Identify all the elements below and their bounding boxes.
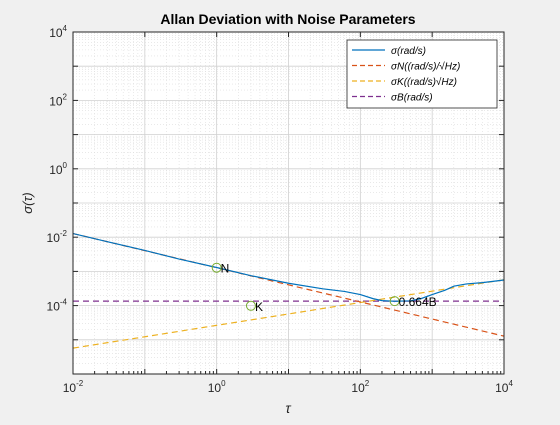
marker-N bbox=[211, 262, 222, 273]
x-tick-label-exponent: 0 bbox=[221, 379, 226, 388]
x-tick-label-base: 10 bbox=[208, 381, 222, 395]
y-tick-label-exponent: 2 bbox=[63, 92, 68, 101]
y-tick-label: 10-4 bbox=[47, 298, 68, 314]
legend-label-0: σ(rad/s) bbox=[391, 46, 426, 57]
y-tick-label: 10-2 bbox=[47, 229, 68, 245]
x-tick-label-exponent: -2 bbox=[76, 379, 84, 388]
marker-label-K: K bbox=[255, 300, 263, 314]
x-tick-label-base: 10 bbox=[63, 381, 77, 395]
marker-label-N: N bbox=[221, 262, 230, 276]
y-tick-label: 104 bbox=[49, 24, 67, 40]
x-tick-label: 104 bbox=[495, 379, 513, 395]
legend-label-2: σK((rad/s)√Hz) bbox=[391, 76, 457, 88]
y-tick-label-base: 10 bbox=[49, 94, 63, 108]
y-tick-label-exponent: 0 bbox=[63, 161, 68, 170]
x-tick-label: 10-2 bbox=[63, 379, 84, 395]
x-tick-label-exponent: 2 bbox=[365, 379, 370, 388]
legend-label-3: σB(rad/s) bbox=[391, 93, 433, 104]
marker-layer: N K 0.664B bbox=[211, 262, 437, 314]
marker-K bbox=[245, 300, 256, 311]
legend: σ(rad/s) σN((rad/s)/√Hz) σK((rad/s)√Hz) σB(… bbox=[346, 39, 498, 109]
y-tick-label: 102 bbox=[49, 92, 67, 108]
chart-title: Allan Deviation with Noise Parameters bbox=[160, 11, 415, 27]
legend-label-1: σN((rad/s)/√Hz) bbox=[391, 61, 460, 73]
x-tick-label-base: 10 bbox=[351, 381, 365, 395]
ticks bbox=[72, 31, 505, 375]
x-tick-label-exponent: 4 bbox=[508, 379, 513, 388]
x-tick-label: 100 bbox=[208, 379, 226, 395]
y-tick-label-base: 10 bbox=[49, 163, 63, 177]
y-axis-label: σ(τ) bbox=[20, 192, 35, 213]
y-tick-label-exponent: -4 bbox=[60, 298, 68, 307]
series-line-2 bbox=[73, 279, 504, 349]
y-tick-label: 100 bbox=[49, 161, 67, 177]
y-tick-label-base: 10 bbox=[47, 231, 61, 245]
marker-label-B: 0.664B bbox=[399, 295, 437, 309]
y-tick-label-base: 10 bbox=[47, 300, 61, 314]
x-tick-label-base: 10 bbox=[495, 381, 509, 395]
series-line-0 bbox=[73, 232, 504, 302]
x-axis-label: τ bbox=[285, 400, 291, 416]
series-layer bbox=[73, 232, 504, 349]
marker-B bbox=[389, 296, 400, 307]
y-tick-label-exponent: -2 bbox=[60, 229, 68, 238]
y-tick-label-base: 10 bbox=[49, 26, 63, 40]
y-tick-label-exponent: 4 bbox=[63, 24, 68, 33]
x-tick-label: 102 bbox=[351, 379, 369, 395]
